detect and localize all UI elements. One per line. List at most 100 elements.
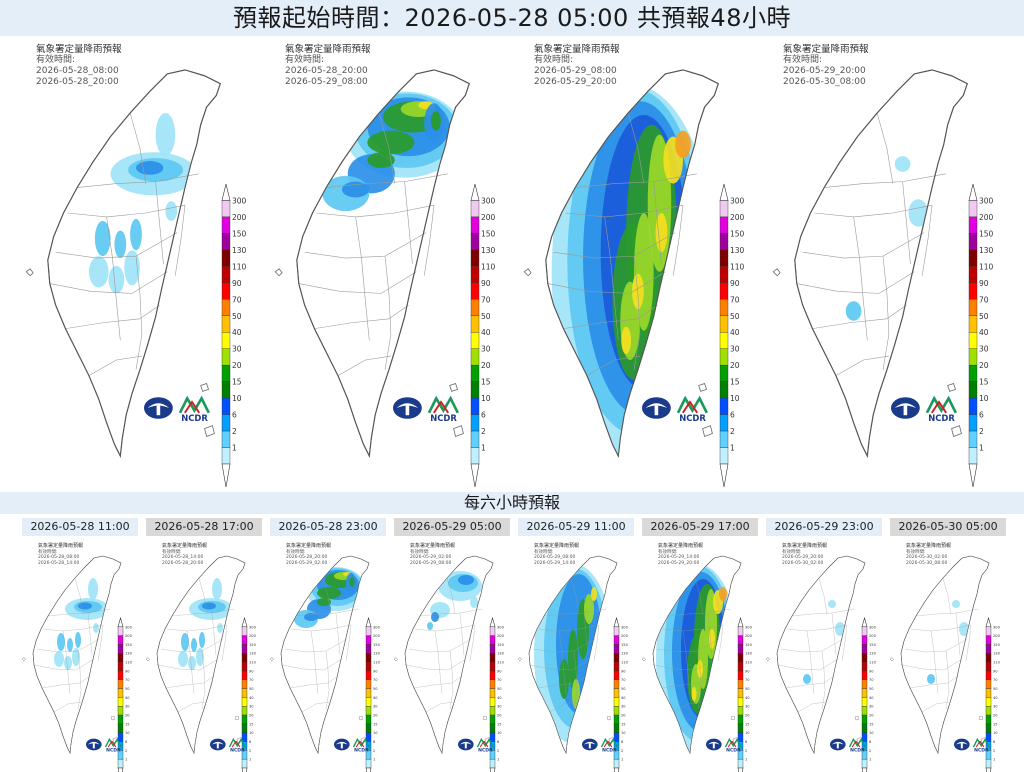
legend-swatch — [221, 447, 231, 465]
legend-label: 300 — [869, 625, 877, 629]
legend-swatch — [719, 430, 729, 448]
six-hour-forecast-panel[interactable]: 300 200 150 130 110 90 70 50 40 30 20 15 10 6 2 1 NCDR 氣象… — [138, 540, 262, 772]
county-boundary — [87, 612, 93, 656]
six-hour-time-label[interactable]: 2026-05-28 11:00 — [22, 518, 138, 536]
county-boundary — [831, 612, 837, 656]
county-boundary — [49, 271, 168, 294]
svg-text:NCDR: NCDR — [850, 748, 865, 754]
valid-time-end: 2026-05-29_20:00 — [658, 560, 700, 566]
legend-swatch — [221, 315, 231, 333]
green-island — [482, 715, 488, 721]
six-hour-forecast-panel[interactable]: 300 200 150 130 110 90 70 50 40 30 20 15 10 6 2 1 NCDR 氣象… — [758, 540, 882, 772]
legend-label: 30 — [745, 705, 750, 709]
legend-swatch — [613, 697, 620, 707]
six-hour-forecast-panel[interactable]: 300 200 150 130 110 90 70 50 40 30 20 15 10 6 2 1 NCDR 氣象… — [262, 540, 386, 772]
legend-label: 50 — [249, 687, 254, 691]
rain-area — [559, 659, 569, 699]
six-hour-time-label[interactable]: 2026-05-29 11:00 — [518, 518, 634, 536]
panel-product-title: 氣象署定量降雨預報 — [783, 44, 869, 55]
legend-label: 150 — [249, 643, 257, 647]
county-boundary — [791, 608, 855, 617]
legend-label: 70 — [249, 678, 254, 682]
ncdr-logo: NCDR — [104, 737, 122, 754]
legend-swatch — [737, 697, 744, 707]
six-hour-time-label[interactable]: 2026-05-29 05:00 — [394, 518, 510, 536]
penghu-island — [21, 657, 26, 662]
legend-label: 1 — [993, 758, 995, 762]
daily-forecast-panel[interactable]: 300 200 150 130 110 90 70 50 40 30 20 15 10 6 2 1 NCDR 氣象… — [755, 36, 999, 488]
penghu-island — [517, 657, 522, 662]
rainfall-layer — [178, 578, 233, 670]
legend-swatch — [470, 233, 480, 251]
valid-time-label: 有效時間: — [534, 55, 574, 65]
rain-area — [431, 612, 439, 622]
valid-time-end: 2026-05-28_20:00 — [162, 560, 204, 566]
six-hour-forecast-panel[interactable]: 300 200 150 130 110 90 70 50 40 30 20 15 10 6 2 1 NCDR 氣象… — [510, 540, 634, 772]
legend-swatch — [221, 299, 231, 316]
legend-label: 2 — [993, 749, 995, 753]
legend-label: 150 — [497, 643, 505, 647]
six-hour-forecast-panel[interactable]: 300 200 150 130 110 90 70 50 40 30 20 15 10 6 2 1 NCDR 氣象… — [634, 540, 758, 772]
green-island — [449, 383, 459, 392]
rain-area — [94, 220, 111, 257]
valid-time-end: 2026-05-30_02:00 — [782, 560, 824, 566]
county-boundary — [469, 624, 476, 662]
ncdr-logo: NCDR — [228, 737, 246, 754]
legend-swatch — [241, 723, 248, 733]
six-hour-forecast-panel[interactable]: 300 200 150 130 110 90 70 50 40 30 20 15 10 6 2 1 NCDR 氣象… — [14, 540, 138, 772]
six-hour-time-label[interactable]: 2026-05-28 17:00 — [146, 518, 262, 536]
six-hour-forecast-panel[interactable]: 300 200 150 130 110 90 70 50 40 30 20 15 10 6 2 1 NCDR 氣象… — [386, 540, 510, 772]
county-boundary — [301, 701, 330, 713]
legend-label: 150 — [373, 643, 381, 647]
cwa-logo — [706, 738, 722, 751]
legend-label: 130 — [993, 652, 1001, 656]
daily-forecast-panel[interactable]: 300 200 150 130 110 90 70 50 40 30 20 15 10 6 2 1 NCDR 氣象… — [8, 36, 252, 488]
legend-swatch — [737, 661, 744, 672]
legend-swatch — [365, 714, 372, 725]
penghu-island — [274, 268, 283, 277]
six-hour-forecast-panel[interactable]: 300 200 150 130 110 90 70 50 40 30 20 15 10 6 2 1 NCDR 氣象… — [882, 540, 1006, 772]
ncdr-logo: NCDR — [925, 395, 957, 423]
rain-area — [367, 130, 415, 155]
county-boundary — [694, 577, 704, 615]
cwa-logo — [458, 738, 474, 751]
legend-swatch — [985, 758, 992, 769]
legend-label: 20 — [745, 713, 750, 717]
legend-label: 2 — [249, 749, 251, 753]
county-boundary — [413, 675, 463, 689]
legend-swatch — [221, 233, 231, 251]
rain-area — [894, 156, 911, 172]
rain-area — [72, 648, 80, 666]
legend-swatch — [613, 723, 620, 733]
legend-label: 15 — [869, 722, 874, 726]
six-hour-time-label[interactable]: 2026-05-30 05:00 — [890, 518, 1006, 536]
rain-area — [965, 686, 969, 694]
legend-swatch — [719, 282, 729, 300]
legend-label: 200 — [869, 634, 877, 638]
six-hour-time-label[interactable]: 2026-05-29 23:00 — [766, 518, 882, 536]
legend-label: 90 — [993, 669, 998, 673]
legend-label: 70 — [497, 678, 502, 682]
county-boundary — [53, 701, 82, 713]
legend-label: 90 — [125, 669, 130, 673]
daily-forecast-panel[interactable]: 300 200 150 130 110 90 70 50 40 30 20 15 10 6 2 1 NCDR 氣象… — [506, 36, 750, 488]
daily-forecast-panel[interactable]: 300 200 150 130 110 90 70 50 40 30 20 15 10 6 2 1 NCDR 氣象… — [257, 36, 501, 488]
legend-swatch — [737, 653, 744, 663]
green-island — [978, 715, 984, 721]
county-boundary — [423, 205, 435, 276]
legend-label: 15 — [125, 722, 130, 726]
legend-swatch — [719, 233, 729, 251]
orchid-island — [453, 425, 464, 437]
legend-swatch — [613, 714, 620, 725]
valid-time-end: 2026-05-29_02:00 — [286, 560, 328, 566]
penghu-island — [145, 657, 150, 662]
legend-label: 90 — [745, 669, 750, 673]
county-boundary — [565, 204, 684, 218]
six-hour-time-label[interactable]: 2026-05-28 23:00 — [270, 518, 386, 536]
rainfall-map: 300 200 150 130 110 90 70 50 40 30 20 15 10 6 2 1 NCDR — [393, 555, 505, 772]
six-hour-time-label[interactable]: 2026-05-29 17:00 — [642, 518, 758, 536]
ncdr-logo: NCDR — [352, 737, 370, 754]
legend-swatch — [968, 414, 978, 432]
legend-label: 70 — [125, 678, 130, 682]
legend-swatch — [613, 653, 620, 663]
